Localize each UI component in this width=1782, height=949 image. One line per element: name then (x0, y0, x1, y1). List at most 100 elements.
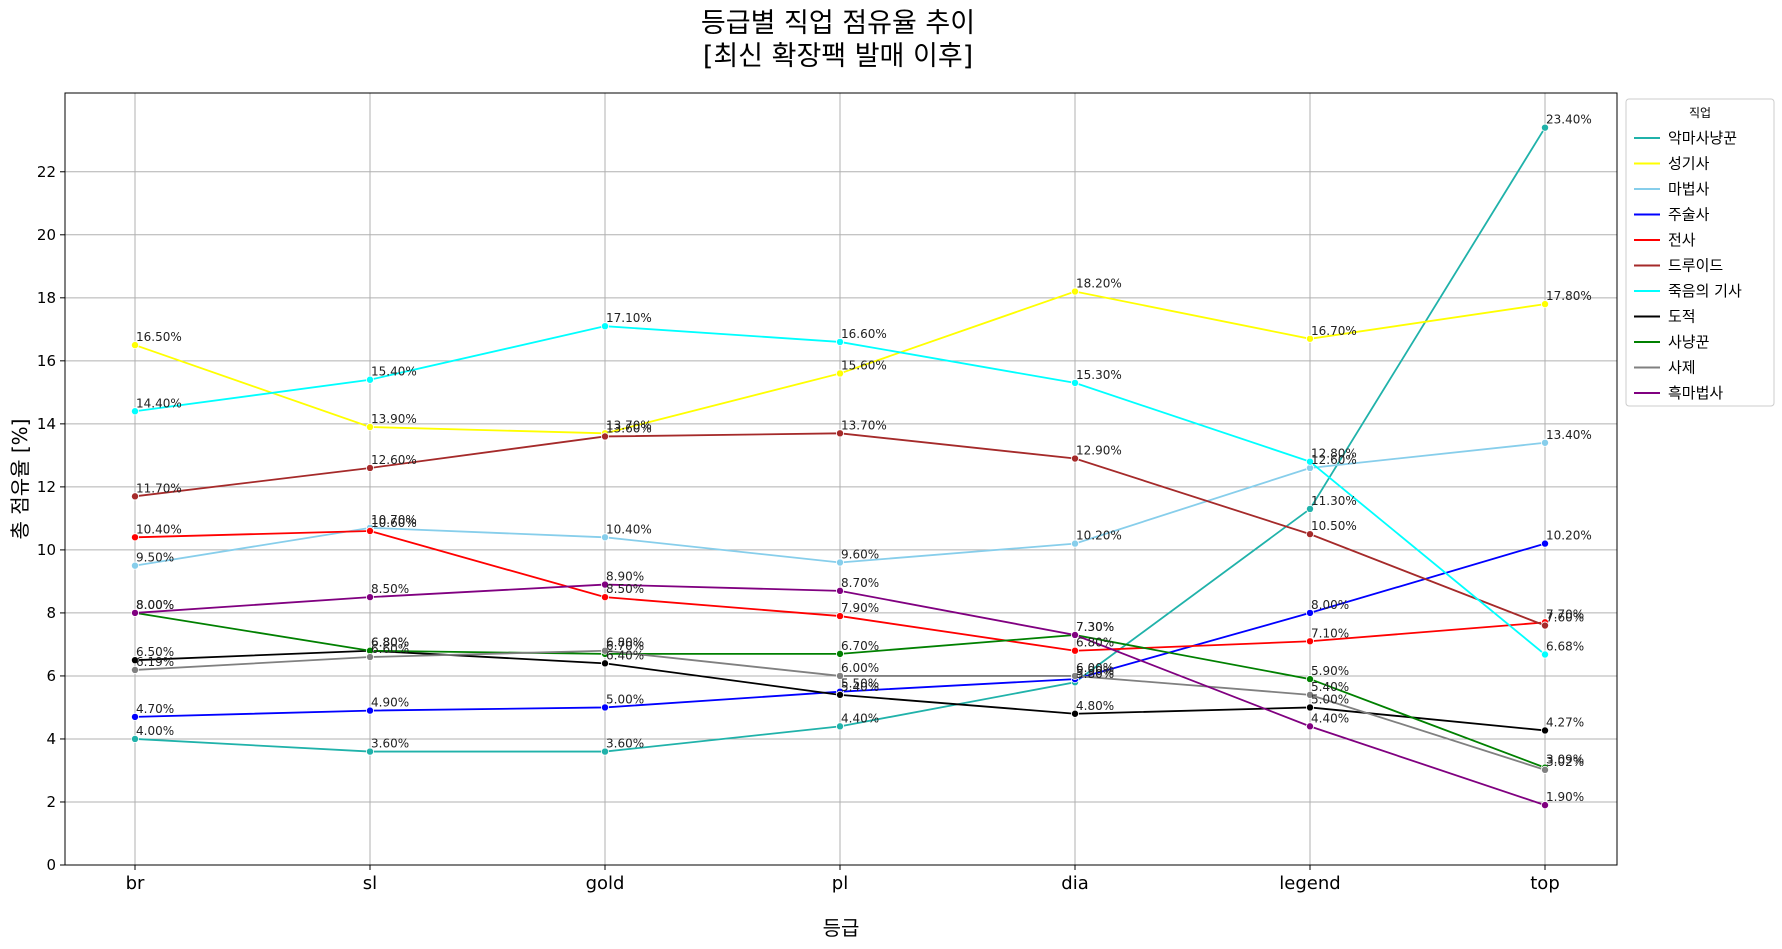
data-label: 13.70% (606, 418, 652, 432)
data-label: 8.70% (841, 576, 879, 590)
data-label: 6.80% (371, 636, 409, 650)
y-tick-label: 18 (37, 289, 56, 307)
data-point (1541, 300, 1550, 309)
data-point (1306, 504, 1315, 513)
data-label: 4.80% (1076, 699, 1114, 713)
data-label: 5.00% (1311, 692, 1349, 706)
legend-label: 도적 (1668, 308, 1696, 326)
data-label: 5.40% (841, 680, 879, 694)
legend-label: 죽음의 기사 (1668, 282, 1742, 300)
data-label: 5.90% (1311, 664, 1349, 678)
data-label: 13.90% (371, 412, 417, 426)
data-label: 16.50% (136, 330, 182, 344)
data-point (365, 423, 374, 432)
data-label: 5.80% (1076, 667, 1114, 681)
y-tick-label: 6 (46, 667, 56, 685)
data-point (1306, 457, 1315, 466)
data-point (1541, 726, 1550, 735)
y-tick-label: 10 (37, 541, 56, 559)
data-label: 15.30% (1076, 368, 1122, 382)
data-label: 15.40% (371, 365, 417, 379)
data-point (836, 722, 845, 731)
y-tick-label: 14 (37, 415, 56, 433)
data-labels: 4.00% 3.60% 3.60% 4.40% 5.80% 11.30% 23.40% 16.… (136, 113, 1592, 804)
data-point (1541, 539, 1550, 548)
data-point (836, 649, 845, 658)
data-point (601, 646, 610, 655)
data-point (1071, 378, 1080, 387)
data-point (601, 322, 610, 331)
series-1 (130, 123, 1550, 756)
data-point (1306, 530, 1315, 539)
data-label: 17.80% (1546, 289, 1592, 303)
y-tick-label: 16 (37, 352, 56, 370)
data-label: 7.70% (1546, 607, 1584, 621)
data-label: 11.30% (1311, 494, 1357, 508)
data-point (1306, 675, 1315, 684)
legend-item: 드루이드 (1634, 257, 1723, 275)
data-label: 17.10% (606, 311, 652, 325)
data-point (130, 407, 139, 416)
data-point (1306, 690, 1315, 699)
data-point (836, 671, 845, 680)
legend-item: 사제 (1634, 359, 1696, 377)
data-point (836, 369, 845, 378)
data-label: 10.40% (606, 522, 652, 536)
data-point (130, 608, 139, 617)
data-point (365, 706, 374, 715)
legend-label: 드루이드 (1668, 257, 1723, 275)
data-point (836, 612, 845, 621)
data-label: 1.90% (1546, 790, 1584, 804)
data-point (1541, 621, 1550, 630)
data-point (1071, 454, 1080, 463)
legend-item: 흑마법사 (1634, 384, 1723, 402)
data-point (836, 558, 845, 567)
data-point (1071, 671, 1080, 680)
x-tick-label: dia (1061, 873, 1088, 894)
data-label: 6.60% (371, 642, 409, 656)
data-label: 7.10% (1311, 626, 1349, 640)
legend-item: 사냥꾼 (1634, 333, 1710, 351)
data-point (836, 429, 845, 438)
data-label: 12.60% (1311, 453, 1357, 467)
data-label: 4.40% (1311, 711, 1349, 725)
legend-label: 마법사 (1668, 180, 1710, 198)
data-label: 18.20% (1076, 277, 1122, 291)
data-point (1541, 123, 1550, 132)
data-point (1541, 765, 1550, 774)
data-point (365, 463, 374, 472)
data-label: 11.70% (136, 481, 182, 495)
x-tick-label: gold (586, 873, 625, 894)
data-label: 5.40% (1311, 680, 1349, 694)
data-point (1071, 646, 1080, 655)
data-point (365, 747, 374, 756)
y-axis-label: 총 점유율 [%] (8, 419, 32, 540)
data-point (130, 665, 139, 674)
data-label: 13.70% (841, 418, 887, 432)
legend-title: 직업 (1689, 106, 1711, 120)
data-point (601, 703, 610, 712)
chart-title-line1: 등급별 직업 점유율 추이 (701, 8, 975, 39)
data-label: 23.40% (1546, 113, 1592, 127)
data-label: 8.00% (136, 598, 174, 612)
legend-item: 전사 (1634, 231, 1696, 249)
data-point (130, 712, 139, 721)
data-label: 10.20% (1076, 529, 1122, 543)
data-label: 6.70% (841, 639, 879, 653)
legend-item: 죽음의 기사 (1634, 282, 1742, 300)
data-label: 6.80% (606, 636, 644, 650)
series-10 (130, 646, 1550, 774)
y-axis-ticks: 0 2 4 6 8 10 12 14 16 18 20 22 (37, 163, 65, 874)
y-tick-label: 20 (37, 226, 56, 244)
data-label: 6.19% (136, 655, 174, 669)
data-point (1306, 608, 1315, 617)
data-label: 10.60% (371, 516, 417, 530)
data-point (1071, 630, 1080, 639)
data-point (601, 747, 610, 756)
data-point (601, 593, 610, 602)
data-point (601, 659, 610, 668)
series-7 (130, 322, 1550, 659)
data-point (130, 734, 139, 743)
data-label: 6.80% (371, 636, 409, 650)
